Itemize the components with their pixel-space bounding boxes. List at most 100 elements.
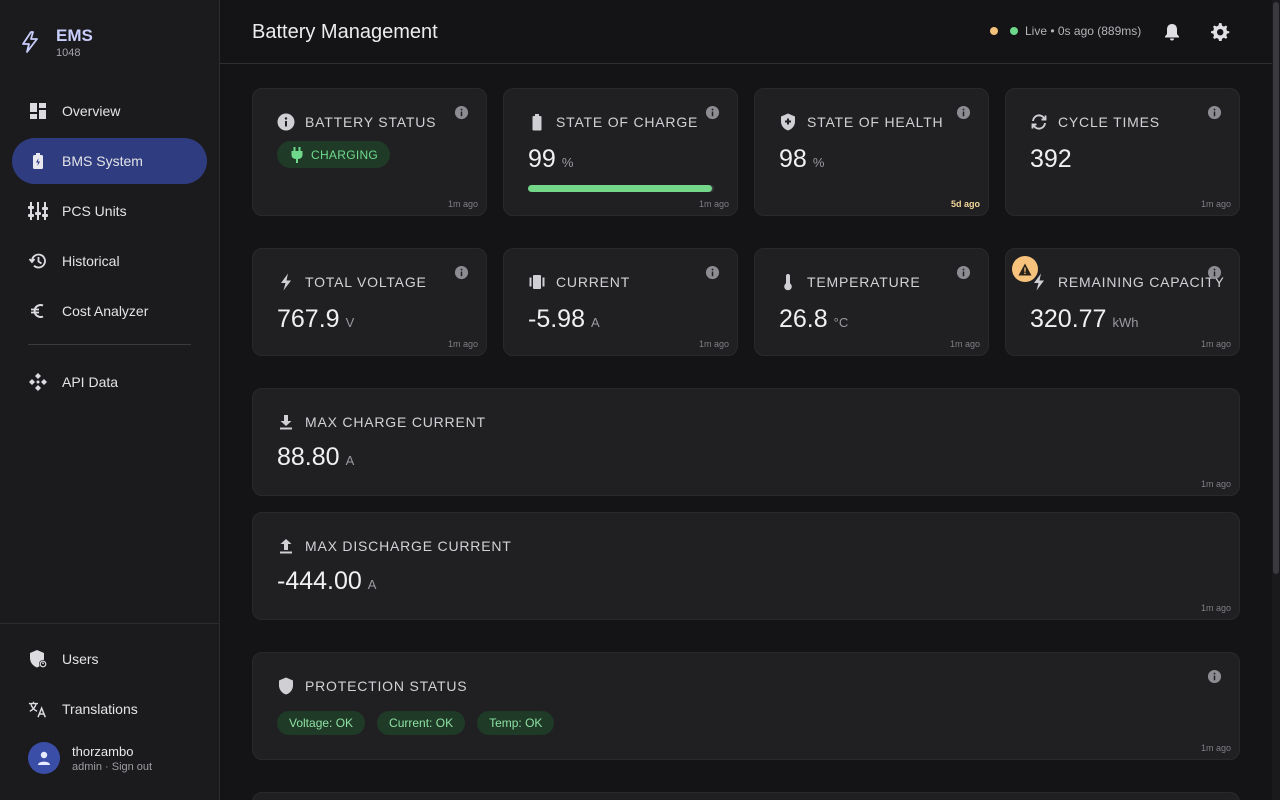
api-icon (28, 372, 48, 392)
card-next-partial (252, 792, 1240, 800)
info-icon[interactable] (454, 105, 469, 120)
soc-progress-bar (528, 185, 714, 192)
user-role-signout[interactable]: admin · Sign out (72, 760, 153, 773)
translate-icon (28, 699, 48, 719)
nav-divider (28, 344, 191, 345)
info-icon[interactable] (1207, 105, 1222, 120)
nav-label: Historical (62, 253, 120, 269)
updated-age: 1m ago (1200, 479, 1231, 489)
card-remaining-capacity: REMAINING CAPACITY 320.77 kWh 1m ago (1005, 248, 1240, 356)
nav-label: API Data (62, 374, 119, 390)
card-battery-status: BATTERY STATUS CHARGING 1m ago (252, 88, 487, 216)
card-title: STATE OF HEALTH (807, 114, 944, 130)
nav-item-cost-analyzer[interactable]: Cost Analyzer (12, 288, 207, 334)
card-max-charge-current: MAX CHARGE CURRENT 88.80 A 1m ago (252, 388, 1240, 496)
updated-age: 1m ago (1200, 199, 1231, 209)
status-badge-current: Current: OK (377, 711, 466, 735)
nav-label: PCS Units (62, 203, 127, 219)
user-name: thorzambo (72, 743, 134, 759)
sidebar-bottom: Users Translations (0, 623, 219, 736)
nav-item-translations[interactable]: Translations (12, 686, 207, 732)
page-title: Battery Management (252, 21, 438, 43)
card-temperature: TEMPERATURE 26.8 °C 1m ago (754, 248, 989, 356)
card-title: REMAINING CAPACITY (1058, 274, 1225, 290)
gear-icon[interactable] (1210, 22, 1230, 42)
soc-value: 99% (528, 145, 574, 173)
status-dot (990, 27, 998, 35)
card-state-of-health: STATE OF HEALTH 98% 5d ago (754, 88, 989, 216)
cycle-count-value: 392 (1030, 145, 1072, 173)
plug-icon (291, 146, 303, 163)
bolt-logo-icon (22, 31, 38, 53)
thermometer-icon (779, 273, 797, 291)
nav-label: BMS System (62, 153, 143, 169)
info-icon[interactable] (454, 265, 469, 280)
updated-age: 1m ago (698, 199, 729, 209)
updated-age: 1m ago (1200, 743, 1231, 753)
page-scrollbar[interactable] (1272, 0, 1280, 800)
info-icon[interactable] (956, 105, 971, 120)
info-icon[interactable] (956, 265, 971, 280)
warning-badge[interactable] (1012, 256, 1038, 282)
updated-age: 1m ago (447, 199, 478, 209)
max-discharge-value: -444.00 A (277, 567, 377, 595)
card-title: BATTERY STATUS (305, 114, 437, 130)
live-status: Live • 0s ago (889ms) (990, 24, 1141, 38)
user-profile[interactable]: thorzambo admin · Sign out (28, 742, 152, 774)
upload-icon (277, 537, 295, 555)
voltage-value: 767.9 V (277, 305, 355, 333)
info-icon[interactable] (1207, 669, 1222, 684)
updated-age: 1m ago (1200, 603, 1231, 613)
refresh-cycle-icon (1030, 113, 1048, 131)
card-total-voltage: TOTAL VOLTAGE 767.9 V 1m ago (252, 248, 487, 356)
history-icon (28, 251, 48, 271)
nav-item-bms-system[interactable]: BMS System (12, 138, 207, 184)
inverter-icon (28, 201, 48, 221)
brand[interactable]: EMS 1048 (18, 26, 93, 59)
info-icon[interactable] (1207, 265, 1222, 280)
nav-item-overview[interactable]: Overview (12, 88, 207, 134)
capacity-value: 320.77 kWh (1030, 305, 1139, 333)
status-badge-temp: Temp: OK (477, 711, 555, 735)
soh-value: 98% (779, 145, 825, 173)
scrollbar-thumb[interactable] (1273, 2, 1279, 574)
live-status-text: Live • 0s ago (889ms) (1025, 24, 1142, 38)
updated-age: 1m ago (447, 339, 478, 349)
card-title: TOTAL VOLTAGE (305, 274, 427, 290)
card-title: MAX DISCHARGE CURRENT (305, 538, 512, 554)
warning-triangle-icon (1018, 263, 1032, 275)
updated-age: 1m ago (949, 339, 980, 349)
bolt-icon (277, 273, 295, 291)
nav-item-pcs-units[interactable]: PCS Units (12, 188, 207, 234)
soc-progress-fill (528, 185, 713, 192)
nav-item-historical[interactable]: Historical (12, 238, 207, 284)
info-icon[interactable] (705, 265, 720, 280)
card-title: MAX CHARGE CURRENT (305, 414, 486, 430)
card-title: STATE OF CHARGE (556, 114, 699, 130)
card-protection-status: PROTECTION STATUS Voltage: OK Current: O… (252, 652, 1240, 760)
top-bar: Battery Management Live • 0s ago (889ms) (220, 0, 1272, 64)
card-max-discharge-current: MAX DISCHARGE CURRENT -444.00 A 1m ago (252, 512, 1240, 620)
card-cycle-times: CYCLE TIMES 392 1m ago (1005, 88, 1240, 216)
updated-age: 1m ago (698, 339, 729, 349)
main-nav: Overview BMS System PCS Units Historical (12, 88, 207, 409)
card-title: CYCLE TIMES (1058, 114, 1160, 130)
card-current: CURRENT -5.98 A 1m ago (503, 248, 738, 356)
updated-age: 1m ago (1200, 339, 1231, 349)
nav-item-api-data[interactable]: API Data (12, 359, 207, 405)
battery-full-icon (528, 113, 546, 131)
battery-charging-icon (28, 151, 48, 171)
protection-tags: Voltage: OK Current: OK Temp: OK (277, 711, 566, 735)
card-title: PROTECTION STATUS (305, 678, 468, 694)
current-value: -5.98 A (528, 305, 600, 333)
info-icon[interactable] (705, 105, 720, 120)
nav-item-users[interactable]: Users (12, 636, 207, 682)
status-badge-voltage: Voltage: OK (277, 711, 366, 735)
bell-icon[interactable] (1162, 22, 1182, 42)
person-icon (38, 751, 50, 765)
dashboard-icon (28, 101, 48, 121)
card-state-of-charge: STATE OF CHARGE 99% 1m ago (503, 88, 738, 216)
sidebar: EMS 1048 Overview BMS System (0, 0, 220, 800)
card-title: TEMPERATURE (807, 274, 921, 290)
